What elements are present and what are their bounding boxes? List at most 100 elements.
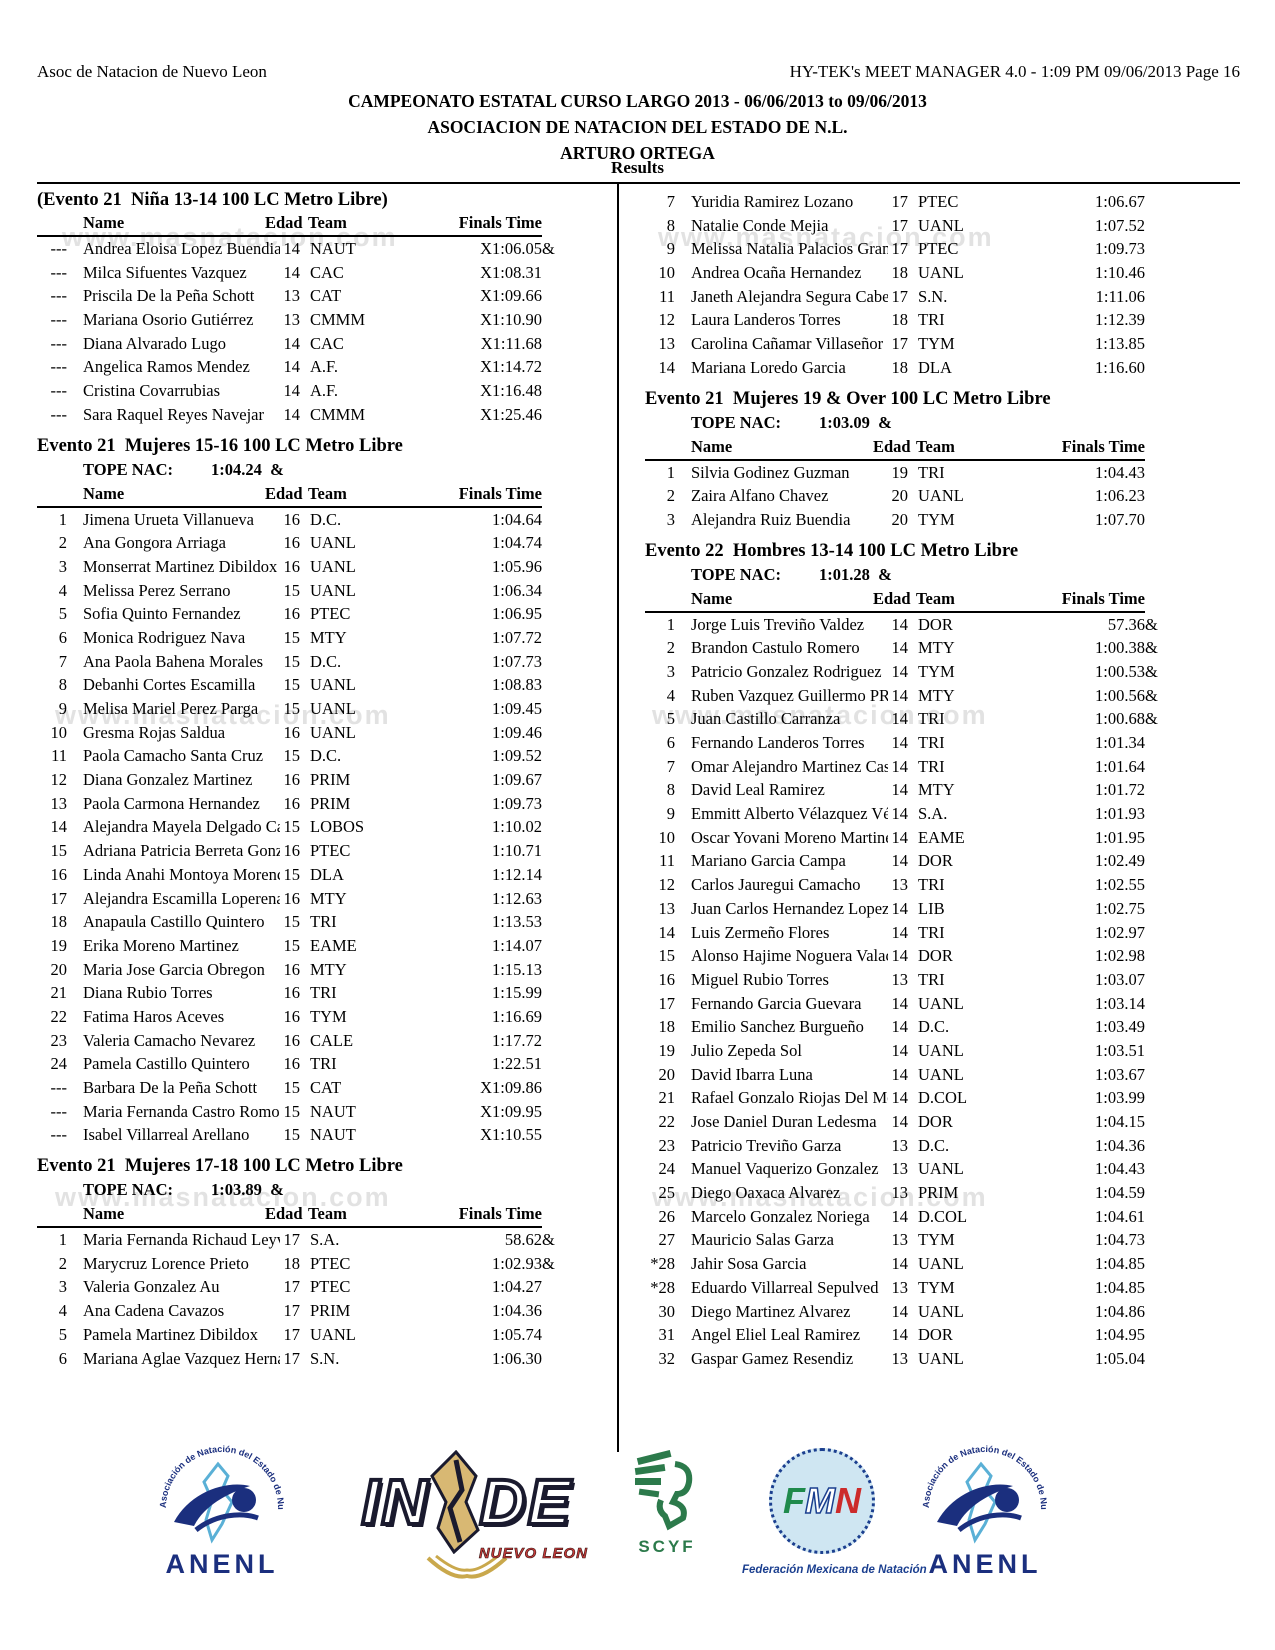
- swimmer-team: PRIM: [310, 1301, 351, 1321]
- result-row: 5 Pamela Martinez Dibildox 17 UANL 1:05.74: [37, 1323, 542, 1347]
- swimmer-name: Andrea Eloisa Lopez Buendia: [83, 239, 280, 258]
- swimmer-age: 15: [283, 627, 301, 647]
- result-rank: 13: [658, 898, 676, 918]
- swimmer-team: CMMM: [310, 310, 366, 330]
- swimmer-name: David Leal Ramirez: [691, 780, 825, 800]
- result-row: 5 Juan Castillo Carranza 14 TRI 1:00.68&: [645, 707, 1158, 731]
- swimmer-name: Andrea Ocaña Hernandez: [691, 263, 862, 283]
- column-divider: [617, 184, 619, 1452]
- swimmer-name: Maria Fernanda Castro Romo: [83, 1101, 280, 1121]
- column-header-name: Name: [691, 436, 733, 456]
- swimmer-team: DOR: [918, 851, 953, 871]
- swimmer-age: 15: [283, 746, 301, 766]
- result-rank: 5: [666, 709, 675, 729]
- finals-time: 1:09.73: [1095, 239, 1145, 259]
- inde-de-text: DE: [478, 1464, 573, 1540]
- column-header-edad: Edad: [265, 213, 303, 232]
- inde-logo: IN DE NUEVO LEON: [352, 1450, 587, 1585]
- swimmer-team: MTY: [918, 685, 955, 705]
- result-rank: 2: [666, 486, 675, 506]
- swimmer-name: Juan Castillo Carranza: [691, 709, 841, 729]
- swimmer-age: 14: [891, 709, 909, 729]
- swimmer-age: 14: [283, 239, 301, 258]
- result-row: 1 Silvia Godinez Guzman 19 TRI 1:04.43: [645, 461, 1145, 485]
- swimmer-name: Yuridia Ramirez Lozano: [691, 192, 854, 211]
- swimmer-age: 18: [283, 1253, 301, 1273]
- result-rows: 1 Jimena Urueta Villanueva 16 D.C. 1:04.64 2 A…: [37, 508, 543, 1148]
- finals-time: 1:03.51: [1095, 1040, 1145, 1060]
- column-header-team: Team: [308, 1204, 347, 1224]
- result-row: *28 Jahir Sosa Garcia 14 UANL 1:04.85: [645, 1252, 1145, 1276]
- finals-time: 1:05.74: [492, 1324, 542, 1344]
- swimmer-name: Mariana Aglae Vazquez Herna: [83, 1348, 280, 1368]
- swimmer-age: 13: [891, 1230, 909, 1250]
- anenl-logo: Asociación de Natación del Estado de Nue…: [905, 1434, 1065, 1578]
- event-heading: (Evento 21 Niña 13-14 100 LC Metro Libre…: [37, 190, 388, 210]
- anenl-emblem-icon: Asociación de Natación del Estado de Nue…: [912, 1434, 1049, 1544]
- swimmer-age: 14: [891, 946, 909, 966]
- swimmer-name: Emilio Sanchez Burgueño: [691, 1017, 864, 1037]
- result-rank: 21: [50, 983, 68, 1003]
- finals-time: 1:10.71: [492, 841, 542, 861]
- result-row: 32 Gaspar Gamez Resendiz 13 UANL 1:05.04: [645, 1347, 1146, 1371]
- fmn-caption: Federación Mexicana de Natación: [742, 1564, 927, 1576]
- result-rank: 2: [58, 1253, 67, 1273]
- finals-time: 1:09.46: [492, 722, 542, 742]
- swimmer-age: 13: [891, 1348, 909, 1368]
- result-row: 6 Mariana Aglae Vazquez Herna 17 S.N. 1:06.3…: [37, 1347, 542, 1371]
- swimmer-age: 18: [891, 263, 909, 283]
- swimmer-name: Alejandra Mayela Delgado Ca: [83, 817, 280, 837]
- finals-time: 1:02.49: [1095, 851, 1145, 871]
- swimmer-age: 17: [891, 286, 909, 306]
- result-rows: 7 Yuridia Ramirez Lozano 17 PTEC 1:06.67 8 Nat…: [645, 190, 1146, 380]
- swimmer-age: 14: [891, 827, 909, 847]
- swimmer-name: Valeria Camacho Nevarez: [83, 1030, 256, 1050]
- watermark: www.masnatacion.com: [62, 222, 398, 252]
- swimmer-name: Isabel Villarreal Arellano: [83, 1125, 250, 1145]
- swimmer-team: UANL: [310, 699, 356, 718]
- result-row: 19 Erika Moreno Martinez 15 EAME 1:14.07: [37, 934, 543, 958]
- column-header-team: Team: [308, 213, 347, 232]
- tope-nac-value: 1:04.24 &: [211, 459, 284, 479]
- header-left-text: Asoc de Natacion de Nuevo Leon: [37, 62, 267, 81]
- result-rank: 31: [658, 1325, 676, 1345]
- finals-time: 1:04.95: [1095, 1325, 1145, 1345]
- result-rank: 15: [658, 946, 676, 966]
- swimmer-team: D.C.: [310, 746, 342, 766]
- result-row: 20 Maria Jose Garcia Obregon 16 MTY 1:15.13: [37, 958, 543, 982]
- tope-nac-line: TOPE NAC: 1:01.28 &: [645, 562, 1145, 587]
- result-rank: 8: [666, 215, 675, 235]
- swimmer-age: 14: [891, 780, 909, 800]
- swimmer-team: TYM: [918, 1230, 955, 1250]
- result-row: 31 Angel Eliel Leal Ramirez 14 DOR 1:04.95: [645, 1323, 1146, 1347]
- finals-time: 1:04.36: [1095, 1135, 1145, 1155]
- swimmer-team: TRI: [918, 709, 945, 729]
- swimmer-team: D.C.: [310, 651, 342, 671]
- swimmer-age: 13: [891, 1159, 909, 1179]
- finals-time: 57.36&: [1107, 614, 1158, 634]
- swimmer-team: LIB: [918, 898, 945, 918]
- result-row: --- Cristina Covarrubias 14 A.F. X1:16.48: [37, 379, 542, 403]
- result-row: 25 Diego Oaxaca Alvarez 13 PRIM 1:04.59: [645, 1181, 1146, 1205]
- result-rank: 9: [666, 804, 675, 824]
- swimmer-team: TYM: [918, 661, 955, 681]
- swimmer-team: TYM: [918, 509, 955, 529]
- result-rank: 1: [58, 509, 67, 529]
- swimmer-age: 14: [891, 638, 909, 658]
- swimmer-age: 14: [891, 804, 909, 824]
- finals-time: 1:16.69: [492, 1006, 542, 1026]
- result-row: 8 David Leal Ramirez 14 MTY 1:01.72: [645, 778, 1145, 802]
- result-rank: 14: [658, 357, 676, 377]
- result-rank: 11: [659, 286, 675, 306]
- result-row: 13 Paola Carmona Hernandez 16 PRIM 1:09.73: [37, 792, 543, 816]
- result-row: --- Sara Raquel Reyes Navejar 14 CMMM X1:25.…: [37, 403, 542, 427]
- header-right-text: HY-TEK's MEET MANAGER 4.0 - 1:09 PM 09/0…: [789, 62, 1240, 81]
- swimmer-name: Melissa Natalia Palacios Gran: [691, 239, 888, 259]
- table-header-row: Name Edad Team Finals Time: [37, 211, 542, 237]
- swimmer-name: Diana Alvarado Lugo: [83, 333, 226, 353]
- swimmer-name: David Ibarra Luna: [691, 1064, 813, 1084]
- swimmer-name: Diana Gonzalez Martinez: [83, 770, 253, 790]
- result-row: 14 Mariana Loredo Garcia 18 DLA 1:16.60: [645, 356, 1146, 380]
- result-rank: 12: [658, 310, 676, 330]
- finals-time: 1:01.95: [1095, 827, 1145, 847]
